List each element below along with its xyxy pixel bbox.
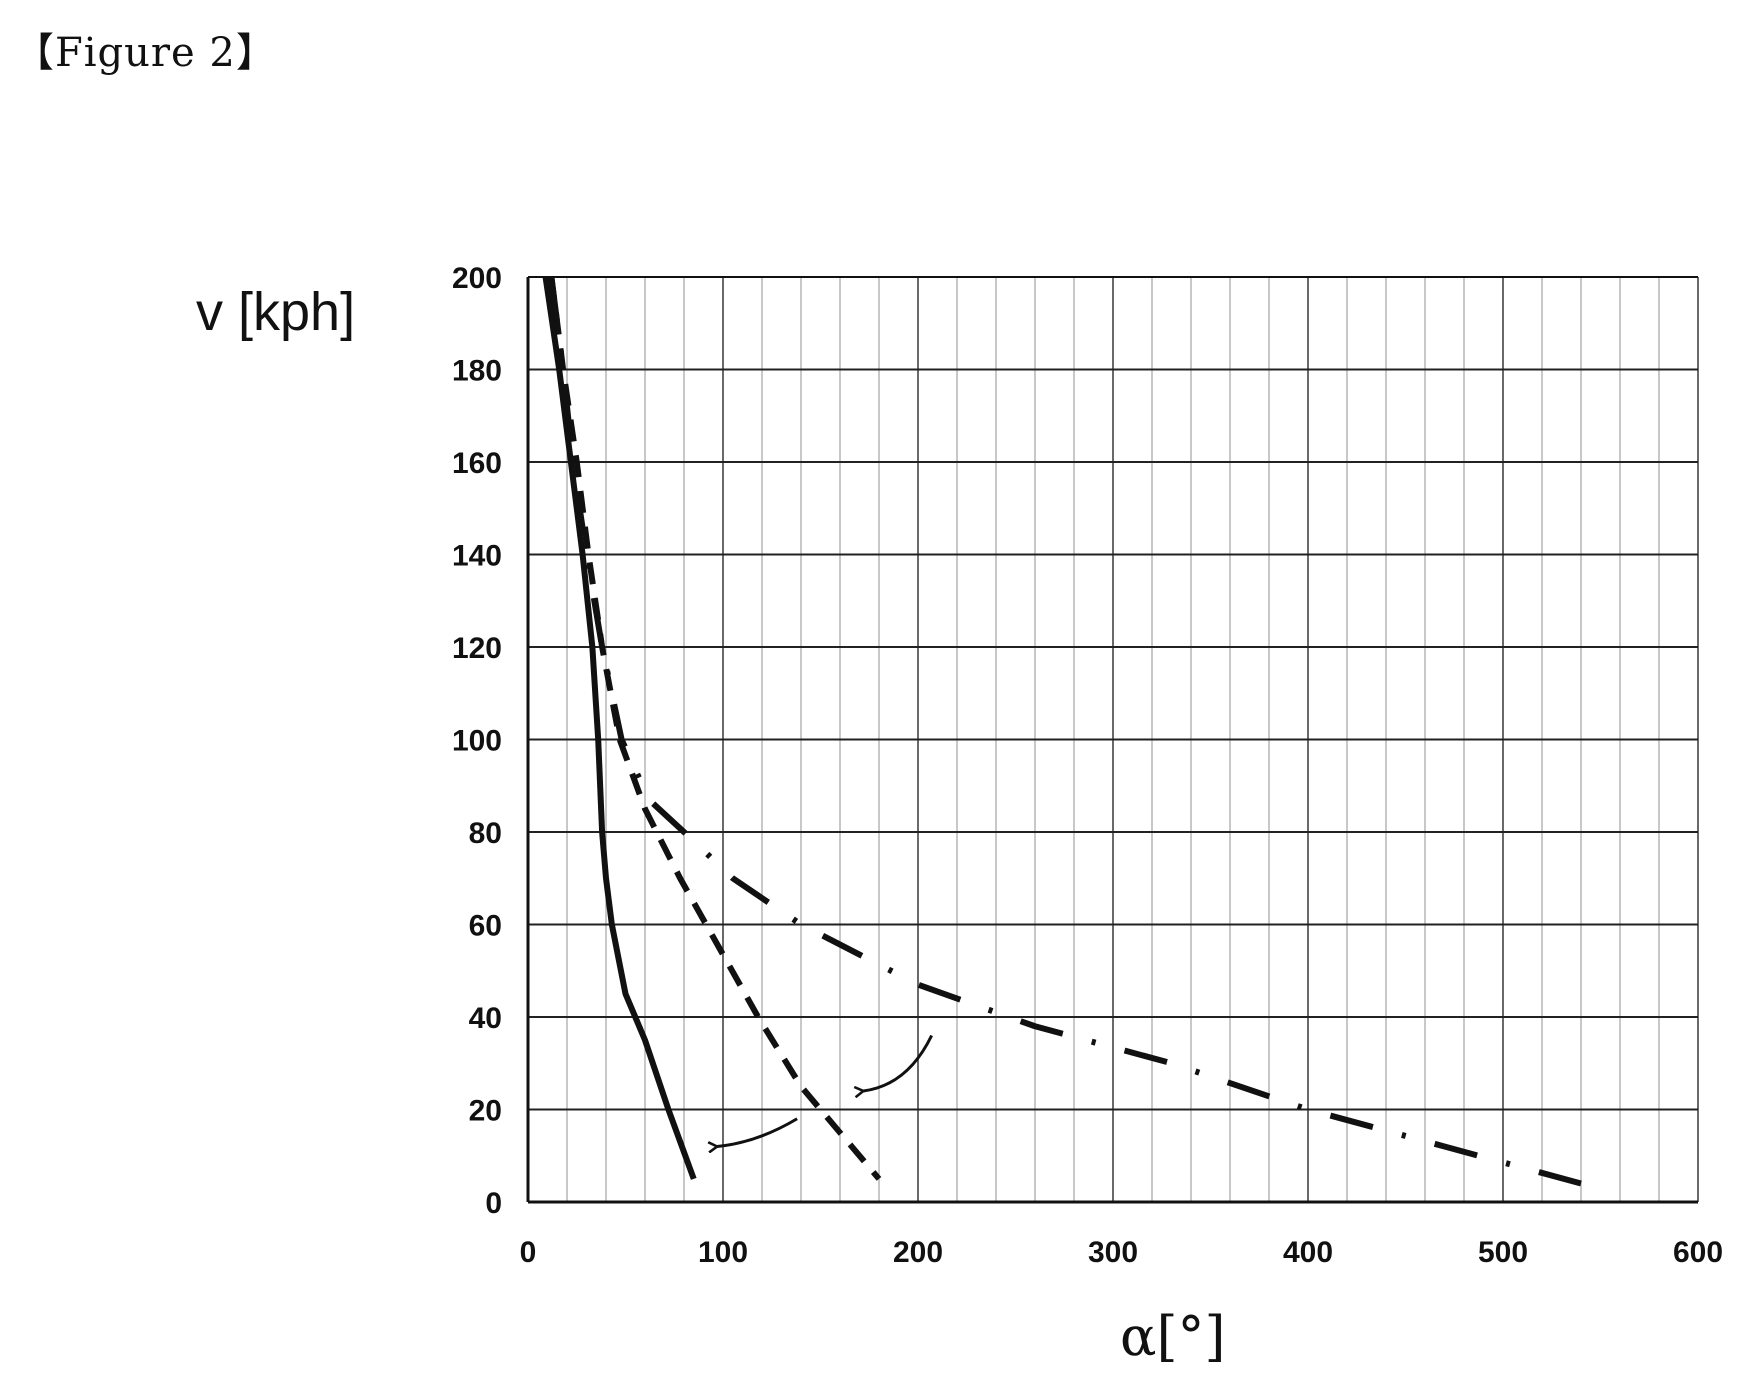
y-tick-label: 180 xyxy=(452,355,502,388)
y-tick-label: 120 xyxy=(452,632,502,665)
y-tick-label: 160 xyxy=(452,447,502,480)
y-tick-label: 60 xyxy=(469,910,502,943)
series-line-dash-dot xyxy=(548,276,1582,1187)
y-tick-label: 20 xyxy=(469,1095,502,1128)
x-tick-label: 0 xyxy=(520,1236,537,1269)
figure-label: 【Figure 2】 xyxy=(14,30,277,76)
y-tick-label: 80 xyxy=(469,817,502,850)
tick-labels: 0 100 200 300 400 500 600 0 20 40 60 80 100 120 140 160… xyxy=(452,262,1723,1269)
series-group xyxy=(542,276,1582,1187)
x-tick-label: 400 xyxy=(1283,1236,1333,1269)
y-tick-label: 40 xyxy=(469,1002,502,1035)
x-tick-label: 600 xyxy=(1673,1236,1723,1269)
grid xyxy=(526,276,1699,1204)
annotation-arrow xyxy=(863,1034,933,1092)
series-line-dashed xyxy=(548,276,882,1181)
y-tick-label: 140 xyxy=(452,540,502,573)
y-axis-title: v [kph] xyxy=(196,282,355,342)
x-axis-title: α[°] xyxy=(1120,1305,1226,1368)
x-tick-label: 100 xyxy=(698,1236,748,1269)
annotations xyxy=(717,1034,933,1147)
x-tick-label: 200 xyxy=(893,1236,943,1269)
x-tick-label: 500 xyxy=(1478,1236,1528,1269)
y-tick-label: 100 xyxy=(452,725,502,758)
x-tick-label: 300 xyxy=(1088,1236,1138,1269)
y-tick-label: 0 xyxy=(485,1187,502,1220)
annotation-arrow xyxy=(717,1117,798,1147)
series-line-solid xyxy=(542,276,697,1180)
y-tick-label: 200 xyxy=(452,262,502,295)
